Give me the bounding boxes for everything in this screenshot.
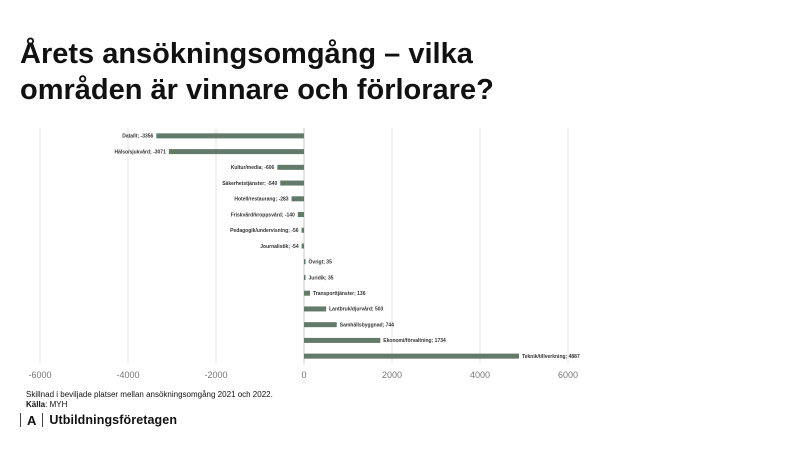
x-tick-label: -4000	[116, 370, 139, 380]
bar-data-label: Hotell/restaurang; -283	[234, 197, 288, 203]
bar	[168, 149, 304, 155]
source-line: Källa: MYH	[26, 400, 273, 410]
bar	[304, 322, 337, 328]
bar	[304, 306, 327, 312]
bar	[304, 259, 306, 265]
bar	[291, 196, 304, 202]
bar-data-label: Hälso/sjukvård; -3071	[114, 148, 166, 155]
bar-data-label: Friskvård/kroppsvård; -140	[231, 211, 295, 218]
logo-divider-2	[42, 413, 44, 427]
bar-data-label: Teknik/tillverkning; 4887	[522, 354, 580, 360]
logo-text: Utbildningsföretagen	[49, 413, 178, 427]
bar-data-label: Säkerhetstjänster; -540	[222, 181, 277, 187]
title-line-2: områden är vinnare och förlorare?	[20, 74, 494, 106]
x-tick-label: 4000	[470, 370, 490, 380]
bar	[280, 180, 304, 186]
bar	[304, 274, 306, 280]
footer-logo: A Utbildningsföretagen	[20, 412, 177, 428]
logo-mark-icon: A	[27, 412, 37, 428]
x-tick-label: 6000	[558, 370, 578, 380]
bar-data-label: Övrigt; 35	[309, 259, 333, 266]
chart-caption: Skillnad i beviljade platser mellan ansö…	[26, 390, 273, 410]
slide-title: Årets ansökningsomgång – vilka områden ä…	[20, 36, 760, 108]
x-tick-label: 0	[301, 370, 306, 380]
bar-data-label: Pedagogik/undervisning; -56	[230, 228, 299, 234]
source-label: Källa	[26, 400, 46, 409]
x-tick-label: -2000	[204, 370, 227, 380]
bar-data-label: Journalistik; -54	[260, 244, 299, 250]
bar-data-label: Data/It; -3356	[122, 134, 153, 140]
bar	[297, 212, 304, 218]
bar-data-label: Transporttjänster; 136	[313, 291, 366, 297]
bar	[301, 227, 304, 233]
caption-text: Skillnad i beviljade platser mellan ansö…	[26, 390, 273, 399]
source-value: : MYH	[45, 400, 68, 409]
bar-data-label: Lantbruk/djurvård; 503	[329, 306, 383, 313]
title-line-1: Årets ansökningsomgång – vilka	[20, 38, 473, 70]
bar	[304, 337, 381, 343]
x-tick-label: 2000	[382, 370, 402, 380]
bar-data-label: Samhällsbyggnad; 744	[340, 322, 394, 328]
bar-data-label: Juridik; 35	[309, 275, 334, 281]
bar	[304, 353, 520, 359]
bar	[156, 133, 304, 139]
bar	[277, 164, 304, 170]
bar-data-label: Kultur/media; -606	[231, 165, 275, 171]
bar-data-label: Ekonomi/förvaltning; 1734	[383, 338, 446, 344]
x-tick-label: -6000	[28, 370, 51, 380]
bar	[304, 290, 310, 296]
bar	[301, 243, 304, 249]
logo-divider	[20, 413, 21, 427]
